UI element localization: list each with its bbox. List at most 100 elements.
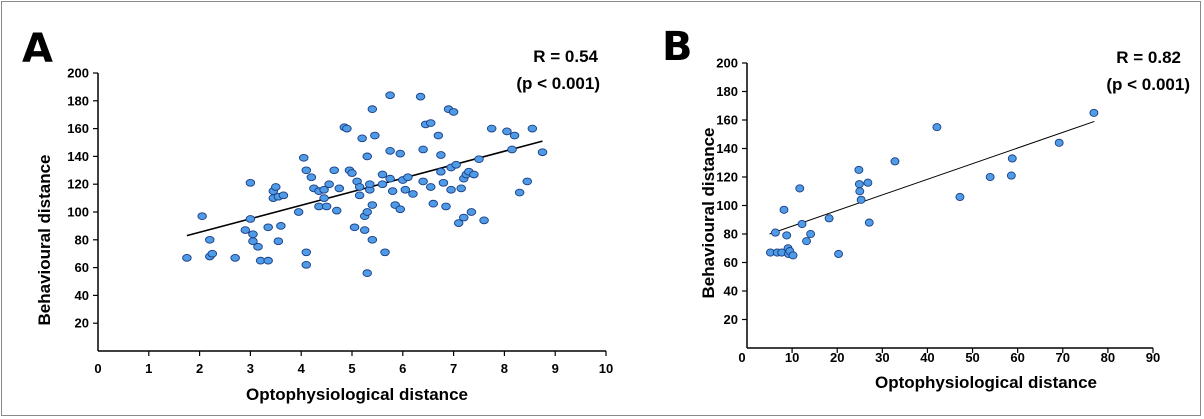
y-tick-label: 140 <box>67 149 89 164</box>
data-point <box>788 251 798 260</box>
data-point <box>479 216 489 225</box>
x-tick-label: 9 <box>552 361 559 376</box>
x-tick-label: 60 <box>1010 350 1024 365</box>
data-point <box>433 131 444 140</box>
data-point <box>856 195 866 204</box>
data-point <box>245 178 256 187</box>
data-point <box>306 173 317 182</box>
data-point <box>377 170 388 179</box>
data-point <box>418 177 428 186</box>
data-point <box>1006 171 1016 180</box>
data-point <box>436 167 446 176</box>
data-point <box>205 235 215 244</box>
data-point <box>459 213 469 222</box>
y-tick-label: 40 <box>75 288 89 303</box>
y-tick-label: 60 <box>724 255 738 270</box>
data-point <box>319 185 329 194</box>
y-tick-label: 100 <box>67 205 89 220</box>
data-point <box>1089 108 1099 117</box>
x-tick-label: 50 <box>965 350 979 365</box>
data-point <box>377 180 388 189</box>
y-tick-label: 20 <box>75 316 89 331</box>
data-point <box>779 205 789 214</box>
y-axis-title-a: Behavioural distance <box>35 154 54 325</box>
chart-panel-b: B R = 0.82 (p < 0.001) Optophysiological… <box>662 24 1190 392</box>
y-tick-label: 140 <box>716 141 738 156</box>
data-point <box>418 145 428 154</box>
data-point <box>456 184 466 193</box>
x-tick-label: 4 <box>298 361 306 376</box>
data-point <box>301 166 312 175</box>
y-axis-title-b: Behavioural distance <box>699 127 718 298</box>
data-point <box>824 214 834 223</box>
data-point <box>955 192 965 201</box>
data-point <box>453 219 464 227</box>
data-point <box>332 206 342 215</box>
data-point <box>319 194 329 202</box>
panel-label-a: A <box>22 26 53 72</box>
data-point <box>514 188 525 197</box>
x-tick-label: 70 <box>1056 350 1070 365</box>
y-tick-label: 60 <box>75 260 89 275</box>
data-point <box>864 218 874 227</box>
data-point <box>436 151 446 159</box>
data-point <box>367 201 378 209</box>
data-point <box>448 108 459 116</box>
y-tick-label: 200 <box>716 56 738 71</box>
data-point <box>537 148 548 157</box>
data-point <box>354 191 365 200</box>
stat-r-label-b: R = 0.82 <box>1116 48 1181 67</box>
y-tick-label: 180 <box>716 84 738 99</box>
data-point <box>486 124 497 133</box>
data-point <box>334 184 345 193</box>
data-point <box>1054 138 1064 147</box>
data-point <box>324 180 334 189</box>
x-tick-label: 30 <box>875 350 889 365</box>
data-point <box>367 105 378 113</box>
data-point <box>985 172 995 182</box>
x-tick-label: 6 <box>399 361 406 376</box>
data-point <box>197 212 207 221</box>
data-point <box>797 219 807 229</box>
data-point <box>370 131 380 140</box>
data-point <box>1007 154 1017 163</box>
panel-label-b: B <box>662 24 693 70</box>
data-point <box>380 248 390 257</box>
data-point <box>408 190 418 198</box>
data-point <box>273 237 284 246</box>
data-point <box>428 199 439 208</box>
data-point <box>854 165 864 174</box>
x-tick-label: 7 <box>450 361 457 376</box>
x-tick-label: 2 <box>196 361 203 376</box>
data-point <box>509 131 520 140</box>
y-tick-label: 160 <box>716 113 738 128</box>
data-point <box>385 146 395 155</box>
y-tick-label: 80 <box>75 232 89 247</box>
data-point <box>403 173 413 182</box>
data-point <box>362 269 372 278</box>
origin-label-b: 0 <box>738 350 745 365</box>
data-point <box>293 208 304 216</box>
data-point <box>245 215 256 223</box>
data-point <box>863 178 873 187</box>
data-point <box>321 202 332 211</box>
y-tick-label: 180 <box>67 93 89 108</box>
data-point <box>522 177 533 186</box>
data-point <box>932 123 942 132</box>
origin-label-a: 0 <box>94 361 101 376</box>
data-point <box>507 145 517 154</box>
data-point <box>207 249 218 258</box>
data-point <box>240 226 251 234</box>
data-point <box>385 174 395 183</box>
data-point <box>795 184 805 193</box>
y-tick-label: 100 <box>716 198 738 213</box>
x-axis-title-b: Optophysiological distance <box>875 373 1097 392</box>
data-point <box>474 155 484 164</box>
data-point <box>347 169 357 177</box>
x-tick-label: 90 <box>1146 350 1160 365</box>
data-point <box>349 223 360 232</box>
x-tick-label: 20 <box>830 350 844 365</box>
data-point <box>385 91 395 100</box>
data-point <box>263 256 273 265</box>
